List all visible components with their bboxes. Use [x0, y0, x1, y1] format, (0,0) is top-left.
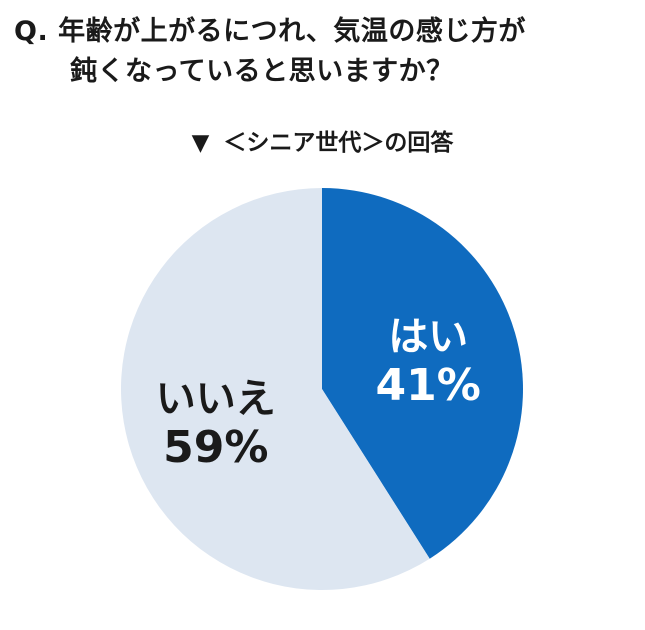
question-text-line-2: 鈍くなっていると思いますか？	[70, 56, 454, 87]
question-title: Q. 年齢が上がるにつれ、気温の感じ方が 鈍くなっていると思いますか？	[14, 12, 639, 92]
pie-slice-2	[120, 188, 430, 590]
question-text-line-1: 年齢が上がるにつれ、気温の感じ方が	[58, 16, 526, 47]
pie-slices	[120, 188, 523, 590]
subtitle-text: ＜シニア世代＞の回答	[223, 130, 454, 156]
pie-slice-label-1: はい	[388, 314, 468, 360]
pie-slice-label-2: いいえ	[156, 376, 276, 422]
question-line-1: Q. 年齢が上がるにつれ、気温の感じ方が	[14, 12, 639, 52]
question-prefix: Q.	[14, 16, 49, 47]
pie-slice-value-1: 41%	[376, 360, 481, 411]
pie-slice-value-2: 59%	[163, 422, 268, 473]
triangle-down-icon: ▼	[191, 130, 210, 156]
pie-slice-1	[322, 188, 523, 559]
chart-subtitle: ▼ ＜シニア世代＞の回答	[0, 128, 645, 158]
